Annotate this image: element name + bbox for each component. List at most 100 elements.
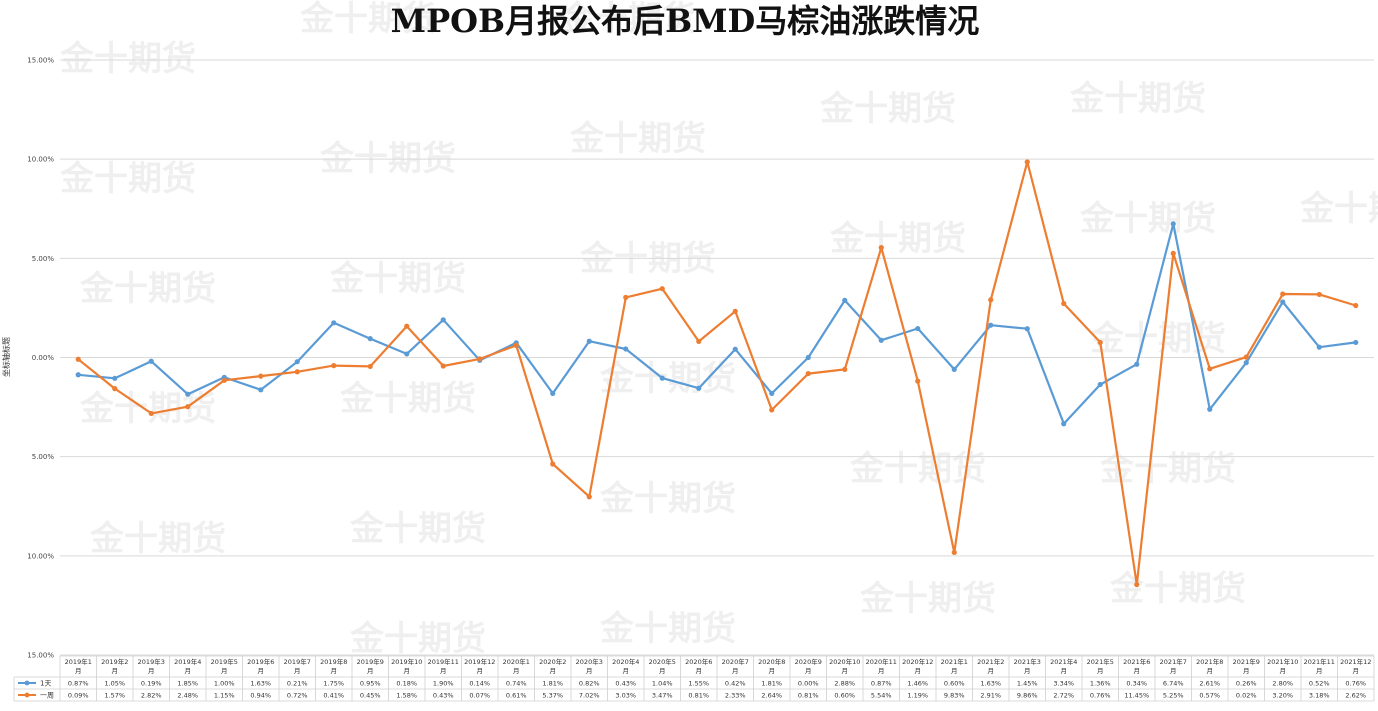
data-label: 3.47% xyxy=(652,692,673,700)
data-label: 5.25% xyxy=(1163,692,1184,700)
data-label: 0.81% xyxy=(798,692,819,700)
category-label: 2020年11 xyxy=(866,657,897,666)
data-label: 1.75% xyxy=(323,680,344,688)
data-label: 0.18% xyxy=(396,680,417,688)
data-point xyxy=(404,323,410,329)
data-point xyxy=(659,375,665,381)
data-label: 0.74% xyxy=(506,680,527,688)
y-tick-label: 0.00% xyxy=(32,354,55,362)
data-label: 0.94% xyxy=(250,692,271,700)
data-point xyxy=(1061,300,1067,307)
chart-title: MPOB月报公布后BMD马棕油涨跌情况 xyxy=(391,2,980,40)
watermark-text: 金十期货 xyxy=(569,119,706,159)
category-label: 月 xyxy=(1353,667,1360,675)
data-point xyxy=(367,363,373,370)
category-label: 月 xyxy=(1061,667,1068,675)
data-label: 9.86% xyxy=(1017,692,1038,700)
data-label: 1.81% xyxy=(761,680,782,688)
watermark-text: 金十期货 xyxy=(819,89,956,129)
data-point xyxy=(769,407,775,413)
data-label: 0.60% xyxy=(944,680,965,688)
data-label: 2.64% xyxy=(761,692,782,700)
data-label: 0.09% xyxy=(68,692,89,700)
data-label: 1.55% xyxy=(688,680,709,688)
data-label: 2.91% xyxy=(980,692,1001,700)
data-point xyxy=(367,336,373,342)
data-point xyxy=(842,366,848,372)
data-label: 1.57% xyxy=(104,692,125,700)
category-label: 月 xyxy=(440,667,447,675)
data-label: 9.83% xyxy=(944,692,965,700)
category-label: 月 xyxy=(331,667,338,675)
data-point xyxy=(112,386,118,392)
watermark-text: 金十期货 xyxy=(849,449,986,489)
category-label: 2021年2 xyxy=(977,657,1004,666)
data-label: 0.00% xyxy=(798,680,819,688)
data-label: 0.34% xyxy=(1126,680,1147,688)
data-point xyxy=(1097,339,1103,346)
data-label: 1.05% xyxy=(104,680,125,688)
category-label: 2019年2 xyxy=(101,657,128,666)
data-point xyxy=(1024,159,1030,165)
watermark-text: 金十期货 xyxy=(1299,189,1378,229)
data-point xyxy=(732,308,738,314)
watermark-text: 金十期货 xyxy=(329,259,466,299)
data-label: 1.58% xyxy=(396,692,417,700)
data-label: 0.61% xyxy=(506,692,527,700)
data-point xyxy=(951,549,957,556)
data-point xyxy=(258,387,264,393)
data-point xyxy=(1170,250,1176,256)
category-label: 月 xyxy=(1316,667,1323,675)
category-label: 2021年5 xyxy=(1087,657,1114,666)
category-label: 月 xyxy=(878,667,885,675)
data-label: 0.81% xyxy=(688,692,709,700)
data-label: 0.43% xyxy=(615,680,636,688)
category-label: 月 xyxy=(951,667,958,675)
data-label: 0.52% xyxy=(1309,680,1330,688)
data-label: 3.18% xyxy=(1309,692,1330,700)
category-label: 月 xyxy=(988,667,995,675)
watermark-text: 金十期货 xyxy=(59,159,196,199)
data-point xyxy=(1353,339,1359,346)
data-point xyxy=(878,337,884,343)
data-label: 0.45% xyxy=(360,692,381,700)
category-label: 2019年8 xyxy=(320,657,347,666)
category-label: 月 xyxy=(1207,667,1214,675)
category-label: 2019年4 xyxy=(174,657,201,666)
category-label: 2021年9 xyxy=(1233,657,1260,666)
category-label: 月 xyxy=(1280,667,1287,675)
watermark-text: 金十期货 xyxy=(1089,319,1226,359)
data-label: 11.45% xyxy=(1124,692,1149,700)
category-label: 月 xyxy=(1024,667,1031,675)
data-point xyxy=(805,370,811,377)
data-label: 1.19% xyxy=(907,692,928,700)
data-label: 0.82% xyxy=(579,680,600,688)
data-label: 2.62% xyxy=(1345,692,1366,700)
data-label: 0.60% xyxy=(834,692,855,700)
category-label: 2020年9 xyxy=(795,657,822,666)
category-label: 月 xyxy=(915,667,922,675)
data-point xyxy=(1316,344,1322,350)
data-point xyxy=(915,378,921,384)
category-label: 2020年1 xyxy=(503,657,530,666)
data-point xyxy=(696,338,702,345)
data-label: 0.19% xyxy=(141,680,162,688)
watermark-text: 金十期货 xyxy=(829,219,966,259)
data-label: 6.74% xyxy=(1163,680,1184,688)
data-label: 2.48% xyxy=(177,692,198,700)
category-label: 月 xyxy=(623,667,630,675)
data-label: 0.87% xyxy=(871,680,892,688)
y-tick-label: 5.00% xyxy=(32,255,55,263)
category-label: 月 xyxy=(258,667,265,675)
category-label: 月 xyxy=(75,667,82,675)
series-line-1 xyxy=(78,222,1356,425)
data-point xyxy=(513,342,519,349)
category-label: 2020年5 xyxy=(649,657,676,666)
category-label: 月 xyxy=(659,667,666,675)
category-label: 2019年10 xyxy=(391,657,422,666)
data-label: 3.34% xyxy=(1053,680,1074,688)
category-label: 月 xyxy=(477,667,484,675)
data-point xyxy=(1280,299,1286,305)
